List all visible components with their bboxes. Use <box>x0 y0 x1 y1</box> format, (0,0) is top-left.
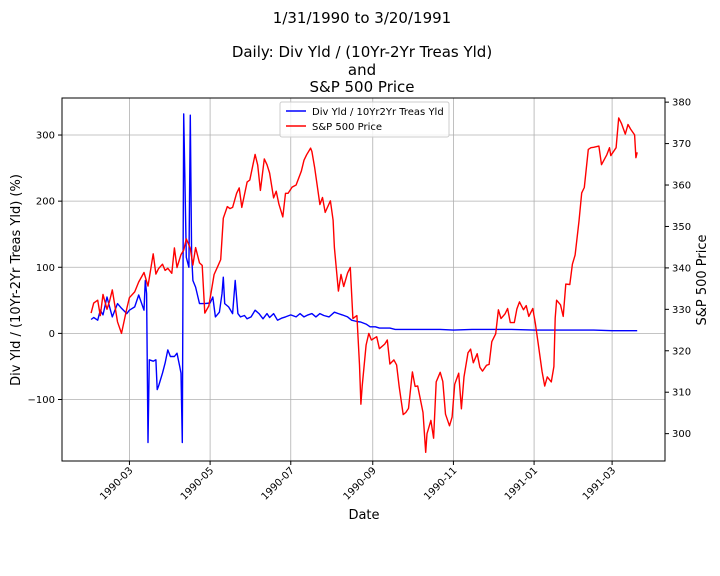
x-axis-ticks: 1990-03 1990-05 1990-07 1990-09 1990-11 1991-… <box>98 461 618 503</box>
legend-box <box>279 101 450 138</box>
plot-frame <box>61 97 666 462</box>
left-y-tick-label: 300 <box>36 131 55 142</box>
series-line-sp500 <box>90 117 638 453</box>
left-y-tick-label: 200 <box>36 197 55 208</box>
x-tick-label: 1991-01 <box>503 465 540 502</box>
right-y-tick-label: 340 <box>672 263 691 274</box>
y-gridlines <box>62 134 665 400</box>
left-y-tick-label: 100 <box>36 263 55 274</box>
right-y-tick-label: 360 <box>672 181 691 192</box>
chart-title-line-4: S&P 500 Price <box>309 78 414 96</box>
left-y-tick-label: −100 <box>28 395 55 406</box>
left-y-axis-ticks: −100 0 100 200 300 <box>28 131 62 406</box>
right-y-tick-label: 380 <box>672 98 691 109</box>
x-tick-label: 1991-03 <box>581 465 618 502</box>
right-y-tick-label: 350 <box>672 222 691 233</box>
x-gridlines <box>129 98 613 461</box>
legend: Div Yld / 10Yr2Yr Treas Yld S&P 500 Pric… <box>279 101 450 138</box>
x-tick-label: 1990-05 <box>179 465 216 502</box>
legend-label-sp500: S&P 500 Price <box>312 122 382 133</box>
x-tick-label: 1990-07 <box>260 465 297 502</box>
right-y-tick-label: 310 <box>672 388 691 399</box>
right-y-tick-label: 300 <box>672 429 691 440</box>
right-y-tick-label: 330 <box>672 305 691 316</box>
chart-title-line-3: and <box>348 61 376 79</box>
left-y-tick-label: 0 <box>49 329 55 340</box>
right-y-tick-label: 370 <box>672 139 691 150</box>
chart-title-line-1: 1/31/1990 to 3/20/1991 <box>273 9 451 27</box>
x-axis-label: Date <box>348 508 379 523</box>
right-y-axis-ticks: 300 310 320 330 340 350 360 370 380 <box>665 98 691 440</box>
right-y-axis-label: S&P 500 Price <box>695 234 710 325</box>
x-tick-label: 1990-11 <box>422 465 459 502</box>
left-y-axis-label: Div Yld / (10Yr-2Yr Treas Yld) (%) <box>9 174 24 386</box>
right-y-tick-label: 320 <box>672 346 691 357</box>
x-tick-label: 1990-03 <box>98 465 135 502</box>
x-tick-label: 1990-09 <box>342 465 379 502</box>
series-line-div-yld <box>90 113 638 444</box>
chart-title-line-2: Daily: Div Yld / (10Yr-2Yr Treas Yld) <box>232 43 492 61</box>
legend-label-div-yld: Div Yld / 10Yr2Yr Treas Yld <box>312 107 444 118</box>
series-lines <box>90 113 638 453</box>
